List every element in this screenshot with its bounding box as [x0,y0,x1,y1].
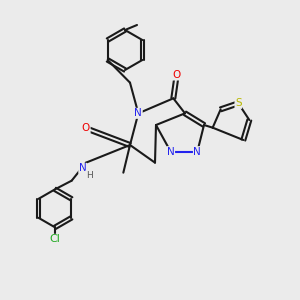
Text: S: S [235,98,242,108]
Text: N: N [194,147,201,157]
Text: N: N [79,163,86,173]
Text: O: O [82,123,90,133]
Text: H: H [86,170,93,179]
Text: N: N [167,147,175,157]
Text: Cl: Cl [50,234,60,244]
Text: O: O [172,70,181,80]
Text: N: N [134,108,142,118]
